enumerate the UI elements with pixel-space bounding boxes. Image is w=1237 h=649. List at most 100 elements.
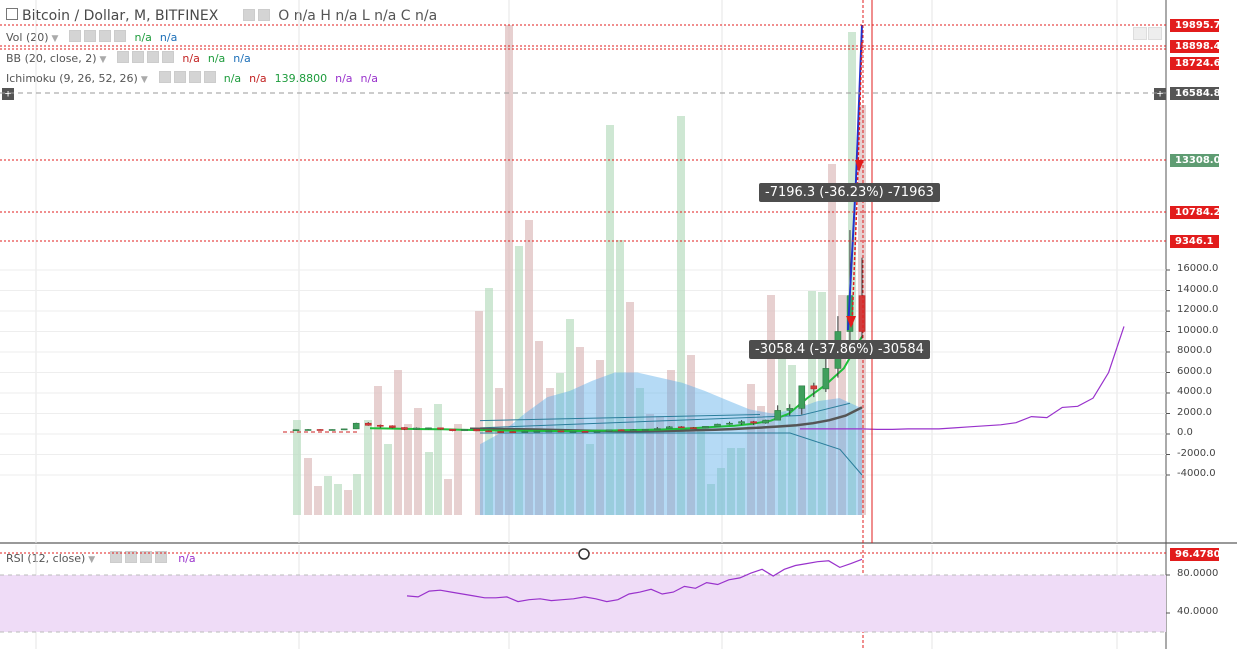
volume-bar — [444, 479, 452, 515]
indicator-row: BB (20, close, 2) ▼ n/a n/a n/a — [6, 51, 251, 65]
close-icon[interactable] — [203, 71, 216, 83]
chevron-down-icon[interactable]: ▼ — [140, 75, 148, 85]
volume-bar — [596, 360, 604, 515]
candle-body — [641, 429, 649, 431]
volume-bar — [757, 406, 765, 515]
candle-body — [858, 295, 866, 332]
volume-bar — [364, 420, 372, 515]
candle-body — [352, 422, 360, 430]
bollinger-upper — [479, 414, 761, 422]
bollinger-lower — [480, 432, 863, 476]
close-icon[interactable] — [162, 51, 175, 63]
collapse-icon[interactable] — [6, 8, 18, 20]
chevron-down-icon[interactable]: ▼ — [51, 34, 59, 44]
candle-body — [316, 429, 324, 431]
volume-bar — [767, 295, 775, 515]
volume-bar — [475, 311, 483, 515]
candle-body — [461, 429, 468, 432]
volume-bar — [556, 373, 564, 515]
volume-bar — [304, 458, 312, 515]
indicator-value: n/a — [335, 72, 353, 85]
plus-icon[interactable] — [139, 551, 152, 563]
volume-bar — [778, 352, 786, 515]
eye-icon[interactable] — [117, 51, 130, 63]
rsi-label[interactable]: RSI (12, close) — [6, 552, 86, 565]
y-axis-tick-label: 10000.0 — [1177, 324, 1219, 336]
settings-icon[interactable] — [132, 51, 145, 63]
measure-annotation-top[interactable]: -7196.3 (-36.23%) -71963 — [759, 183, 940, 202]
indicator-label[interactable]: Ichimoku (9, 26, 52, 26) — [6, 72, 138, 85]
candle-body — [521, 431, 529, 433]
scale-up-icon[interactable] — [1133, 27, 1147, 40]
add-plus-button-right[interactable]: + — [1154, 88, 1166, 100]
candle-body — [533, 430, 541, 433]
plus-icon[interactable] — [99, 30, 112, 42]
candle-body — [340, 428, 348, 431]
volume-bar — [374, 386, 382, 515]
scale-down-icon[interactable] — [1148, 27, 1162, 40]
price-tag: 19895.7 — [1170, 19, 1221, 32]
symbol-title[interactable]: Bitcoin / Dollar, M, BITFINEX — [22, 8, 219, 24]
eye-icon[interactable] — [158, 71, 171, 83]
volume-bar — [344, 490, 352, 515]
settings-icon[interactable] — [242, 9, 255, 21]
candle-body — [593, 430, 601, 433]
settings-icon[interactable] — [84, 30, 97, 42]
rsi-value: n/a — [178, 552, 196, 565]
candle-body — [449, 428, 456, 432]
candle-body — [822, 368, 830, 390]
volume-bar — [737, 448, 745, 515]
chevron-down-icon[interactable]: ▼ — [88, 555, 96, 565]
indicator-row: Ichimoku (9, 26, 52, 26) ▼ n/a n/a 139.8800 n… — [6, 71, 378, 85]
volume-bar — [727, 448, 735, 515]
indicator-label[interactable]: Vol (20) — [6, 31, 49, 44]
indicator-value: n/a — [134, 31, 152, 44]
price-tag: 13308.0 — [1170, 154, 1221, 167]
volume-bar — [586, 444, 594, 515]
eye-icon[interactable] — [69, 30, 82, 42]
settings-icon[interactable] — [124, 551, 137, 563]
close-icon[interactable] — [154, 551, 167, 563]
volume-bar — [353, 474, 361, 515]
price-tag: 18898.4 — [1170, 40, 1221, 53]
measure-annotation-bottom[interactable]: -3058.4 (-37.86%) -30584 — [749, 340, 930, 359]
volume-bar — [626, 302, 634, 515]
add-plus-button-left[interactable]: + — [2, 88, 14, 100]
indicator-value: n/a — [182, 52, 200, 65]
y-axis-tick-label: 2000.0 — [1177, 406, 1212, 418]
indicator-label[interactable]: BB (20, close, 2) — [6, 52, 97, 65]
ichimoku-base-line — [469, 406, 863, 433]
volume-bar — [697, 430, 705, 515]
close-icon[interactable] — [114, 30, 127, 42]
volume-bar — [293, 420, 301, 515]
price-tag: 18724.6 — [1170, 57, 1221, 70]
drawing-line-blue — [847, 24, 863, 331]
candle-body — [376, 424, 384, 427]
price-tag: 96.4780 — [1170, 548, 1221, 561]
candle-body — [389, 425, 396, 428]
volume-bar — [434, 404, 442, 515]
indicator-value: n/a — [249, 72, 267, 85]
gear-icon[interactable] — [257, 9, 270, 21]
volume-bar — [384, 444, 392, 515]
chevron-down-icon[interactable]: ▼ — [99, 55, 107, 65]
settings-icon[interactable] — [173, 71, 186, 83]
volume-bar — [324, 476, 332, 515]
candle-body — [702, 426, 709, 429]
volume-bar — [314, 486, 322, 515]
eye-icon[interactable] — [109, 551, 122, 563]
price-tag: 10784.2 — [1170, 206, 1221, 219]
volume-bar — [394, 370, 402, 515]
indicator-value: n/a — [207, 52, 226, 65]
candle-body — [786, 408, 794, 411]
volume-bar — [485, 288, 493, 515]
plus-icon[interactable] — [147, 51, 160, 63]
candle-body — [328, 429, 336, 431]
arrow-marker — [846, 316, 856, 328]
plus-icon[interactable] — [188, 71, 201, 83]
volume-bar — [535, 341, 543, 515]
indicator-value: n/a — [223, 72, 242, 85]
volume-bar — [505, 25, 513, 515]
rsi-axis-tick-label: 40.0000 — [1177, 606, 1219, 617]
